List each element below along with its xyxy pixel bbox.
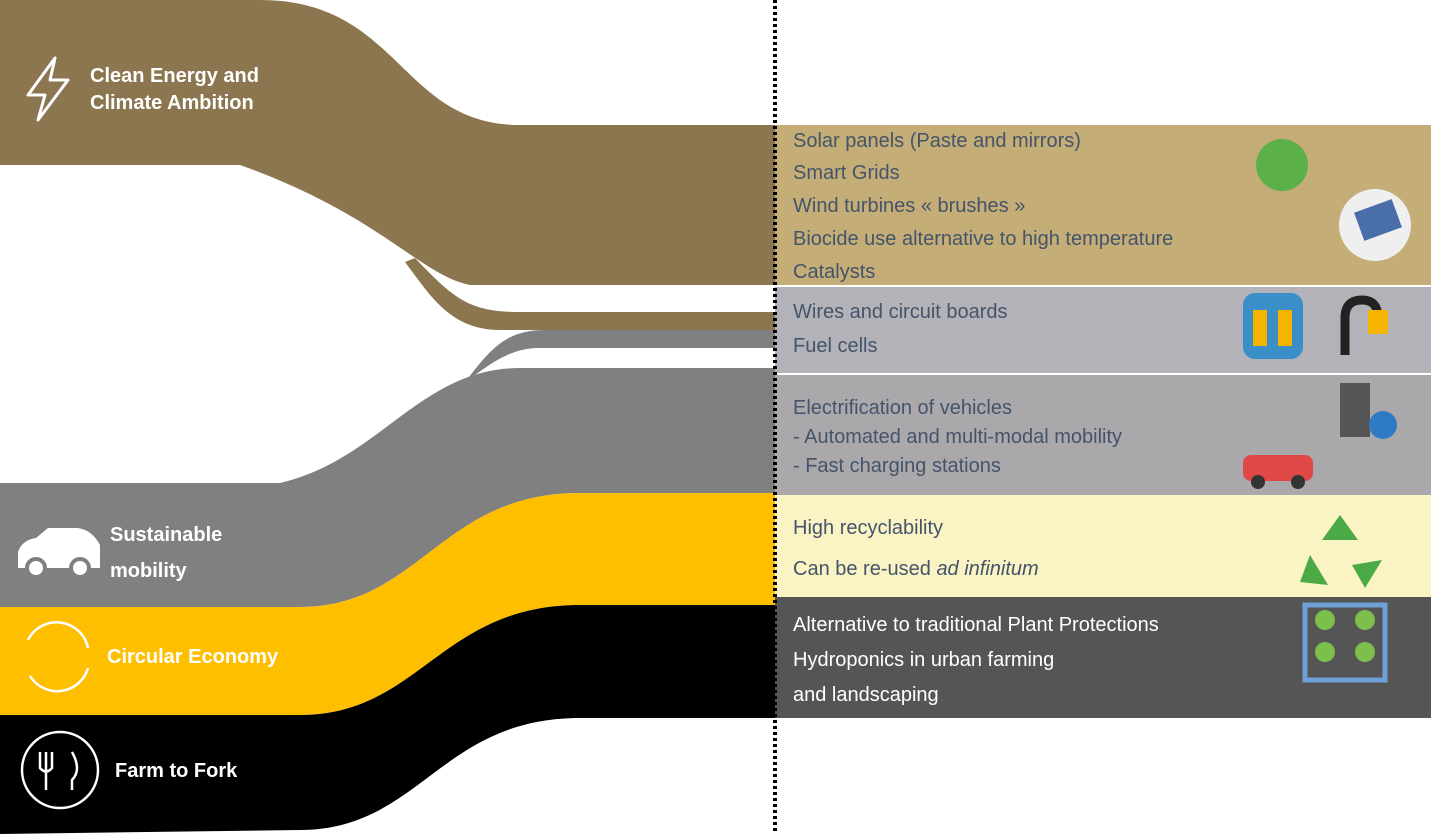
- application-item: Wind turbines « brushes »: [793, 195, 1025, 217]
- application-item: Can be re-used ad infinitum: [793, 558, 1039, 580]
- box-mobility: [775, 375, 1431, 495]
- icon-board-cell: [1253, 310, 1267, 346]
- application-item: Electrification of vehicles: [793, 397, 1012, 419]
- application-item-emphasis: ad infinitum: [936, 558, 1038, 580]
- application-item: and landscaping: [793, 684, 939, 706]
- icon-fork: [20, 730, 100, 810]
- box-circular: [775, 495, 1431, 597]
- icon-wind: [1256, 139, 1308, 191]
- icon-plant: [1355, 610, 1375, 630]
- icon-energy: [26, 56, 70, 122]
- icon-ev-wheel: [1251, 475, 1265, 489]
- icon-plant: [1315, 642, 1335, 662]
- flow-clean-energy: [0, 0, 775, 285]
- application-item: Solar panels (Paste and mirrors): [793, 130, 1081, 152]
- application-item: Alternative to traditional Plant Protect…: [793, 614, 1159, 636]
- application-item: Hydroponics in urban farming: [793, 649, 1054, 671]
- icon-road: [1340, 383, 1370, 437]
- application-item: Wires and circuit boards: [793, 301, 1008, 323]
- icon-cycle: [26, 621, 90, 693]
- source-label: Climate Ambition: [90, 92, 254, 114]
- source-label: mobility: [110, 560, 188, 582]
- icon-wire: [1340, 295, 1383, 355]
- source-label: Clean Energy and: [90, 65, 259, 87]
- application-item: Fuel cells: [793, 335, 877, 357]
- application-item: High recyclability: [793, 517, 943, 539]
- flow-farm: [0, 605, 775, 834]
- source-label: Sustainable: [110, 524, 222, 546]
- icon-wifi: [1369, 411, 1397, 439]
- flow-mobility: [0, 368, 775, 607]
- application-item: Smart Grids: [793, 162, 900, 184]
- icon-plant: [1355, 642, 1375, 662]
- icon-plant: [1315, 610, 1335, 630]
- source-label: Circular Economy: [107, 646, 279, 668]
- source-label: Farm to Fork: [115, 760, 238, 782]
- application-item: Biocide use alternative to high temperat…: [793, 228, 1173, 250]
- icon-car: [18, 528, 100, 579]
- application-item: - Automated and multi-modal mobility: [793, 426, 1122, 448]
- icon-ev: [1243, 455, 1313, 481]
- flow-clean-energy-thin: [405, 258, 775, 330]
- icon-board: [1243, 293, 1303, 359]
- icon-wire-plug: [1368, 310, 1388, 334]
- icon-recycle: [1300, 515, 1382, 588]
- application-item: - Fast charging stations: [793, 455, 1001, 477]
- icon-board-cell: [1278, 310, 1292, 346]
- icon-hydroponics: [1302, 602, 1388, 683]
- flow-circular: [0, 493, 775, 715]
- box-clean-energy: [775, 125, 1431, 285]
- icon-solar-panel: [1354, 199, 1402, 241]
- icon-ev-wheel: [1291, 475, 1305, 489]
- application-item-text: Can be re-used: [793, 558, 931, 580]
- application-item: Catalysts: [793, 261, 875, 283]
- box-electronics: [775, 287, 1431, 373]
- flow-mobility-thin: [460, 330, 775, 386]
